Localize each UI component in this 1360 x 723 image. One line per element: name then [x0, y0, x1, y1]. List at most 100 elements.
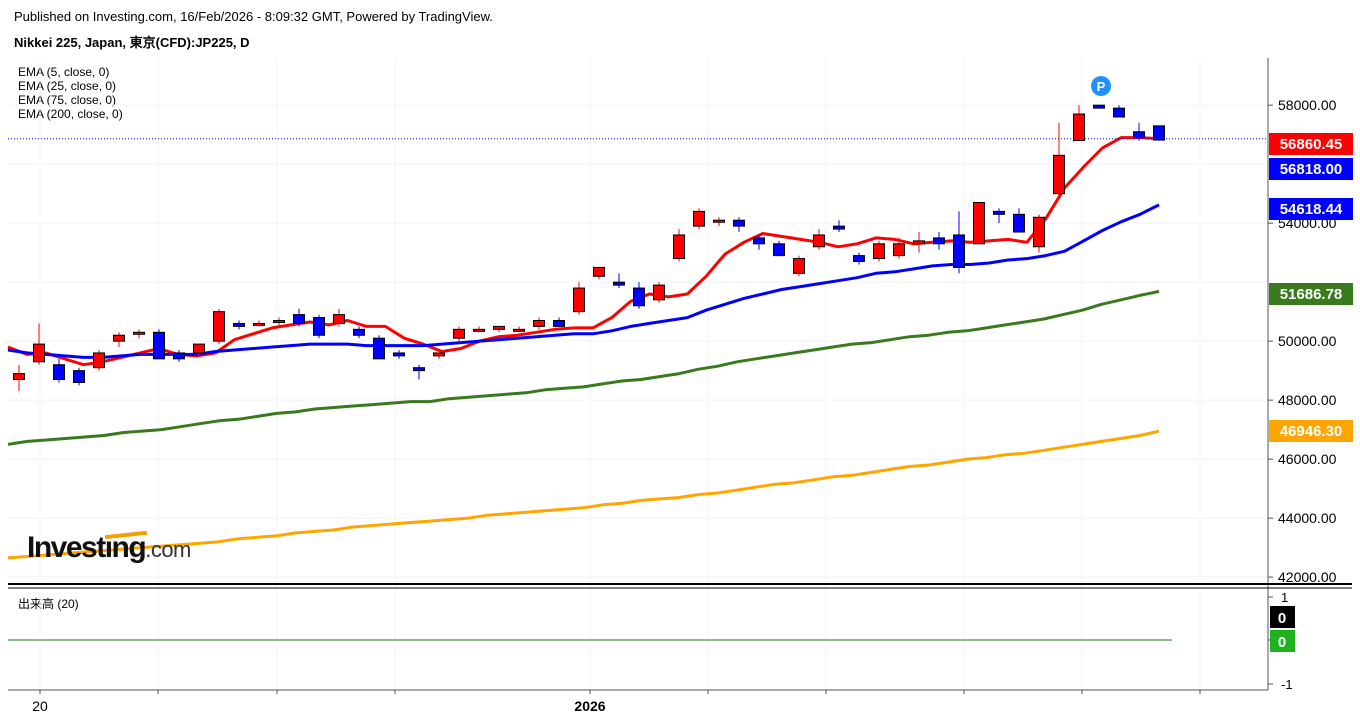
candle-down [373, 337, 385, 360]
candle-down [233, 322, 245, 327]
candle-up [713, 219, 725, 223]
volume-panel: 1 -1 0 0 [8, 590, 1295, 692]
price-label: 56860.45 [1280, 136, 1343, 153]
volume-y-tick-label: -1 [1281, 677, 1293, 692]
ema-line-3 [7, 429, 1160, 560]
candle-down [153, 331, 165, 360]
candle-down [1093, 104, 1105, 109]
price-label-box [1269, 198, 1353, 220]
candle-down [173, 352, 185, 360]
legend-ema200[interactable]: EMA (200, close, 0) [18, 107, 123, 121]
price-label: 56818.00 [1280, 161, 1343, 178]
candle-up [453, 328, 465, 339]
candle-up [253, 322, 265, 326]
volume-y-tick-label: 1 [1281, 590, 1288, 605]
candle-down [313, 317, 325, 336]
candle-down [53, 364, 65, 380]
candle-down [293, 314, 305, 324]
y-tick-label: 50000.00 [1278, 333, 1337, 349]
y-tick-label: 58000.00 [1278, 97, 1337, 113]
candle-down [413, 367, 425, 372]
candle-up [1053, 154, 1065, 195]
price-label: 46946.30 [1280, 423, 1343, 440]
volume-badge [1270, 630, 1295, 652]
symbol-title: Nikkei 225, Japan, 東京(CFD):JP225, D [14, 35, 250, 50]
candle-up [673, 234, 685, 260]
candle-up [33, 343, 45, 363]
axes: 58000.0054000.0050000.0048000.0046000.00… [8, 58, 1352, 714]
candle-up [513, 328, 525, 332]
volume-badge [1270, 606, 1295, 628]
candle-down [773, 243, 785, 257]
legend-ema25[interactable]: EMA (25, close, 0) [18, 79, 117, 93]
grid-lines [8, 58, 1268, 690]
candle-up [533, 320, 545, 327]
candle-down [953, 234, 965, 268]
price-label-box [1269, 283, 1353, 305]
candle-up [133, 331, 145, 335]
candle-up [873, 243, 885, 260]
candle-down [993, 210, 1005, 215]
candle-down [1013, 213, 1025, 233]
candle-down [553, 320, 565, 327]
candle-up [493, 325, 505, 330]
candle-down [753, 237, 765, 245]
x-tick-label: 20 [32, 698, 48, 714]
candle-down [833, 225, 845, 230]
candle-down [73, 370, 85, 383]
candle-up [653, 284, 665, 301]
volume-panel-title[interactable]: 出来高 (20) [18, 597, 79, 611]
price-label-box [1269, 158, 1353, 180]
x-tick-label: 2026 [574, 698, 605, 714]
candle-up [893, 243, 905, 257]
ema-lines [7, 136, 1268, 560]
indicator-legend: EMA (5, close, 0) EMA (25, close, 0) EMA… [18, 65, 123, 121]
investing-logo: Investing.com [27, 530, 191, 564]
y-tick-label: 42000.00 [1278, 569, 1337, 585]
candle-up [193, 343, 205, 354]
candles [13, 104, 1165, 392]
candle-up [693, 210, 705, 227]
price-label-box [1269, 420, 1353, 442]
y-tick-label: 48000.00 [1278, 392, 1337, 408]
candle-up [1033, 216, 1045, 248]
price-label-box [1269, 133, 1353, 155]
candle-up [273, 320, 285, 323]
candle-down [933, 237, 945, 245]
legend-ema75[interactable]: EMA (75, close, 0) [18, 93, 117, 107]
candle-down [353, 328, 365, 336]
candle-up [93, 352, 105, 369]
candle-up [973, 202, 985, 245]
price-label: 51686.78 [1280, 286, 1343, 303]
candle-up [213, 311, 225, 342]
candle-down [393, 352, 405, 357]
volume-badge-label: 0 [1278, 634, 1286, 651]
candle-up [573, 287, 585, 313]
ema-line-1 [7, 203, 1160, 359]
candle-down [1133, 131, 1145, 139]
price-label: 54618.44 [1280, 201, 1343, 218]
candle-down [1153, 125, 1165, 141]
ema-line-0 [7, 136, 1160, 367]
candle-down [613, 281, 625, 286]
price-labels: 56860.45 56818.00 54618.44 51686.78 46946.30… [1091, 76, 1353, 442]
y-tick-label: 46000.00 [1278, 451, 1337, 467]
event-marker: P [1091, 76, 1111, 96]
candle-down [733, 219, 745, 227]
candle-up [13, 373, 25, 380]
candle-up [473, 328, 485, 332]
volume-badge-label: 0 [1278, 610, 1286, 627]
candle-up [913, 240, 925, 245]
y-tick-label: 44000.00 [1278, 510, 1337, 526]
candle-down [633, 287, 645, 307]
candle-down [1113, 107, 1125, 118]
candle-up [333, 314, 345, 324]
candle-up [813, 234, 825, 248]
ema-line-2 [7, 289, 1160, 446]
candle-up [593, 266, 605, 277]
candle-up [433, 352, 445, 357]
legend-ema5[interactable]: EMA (5, close, 0) [18, 65, 110, 79]
candle-down [853, 255, 865, 263]
candle-up [793, 258, 805, 274]
